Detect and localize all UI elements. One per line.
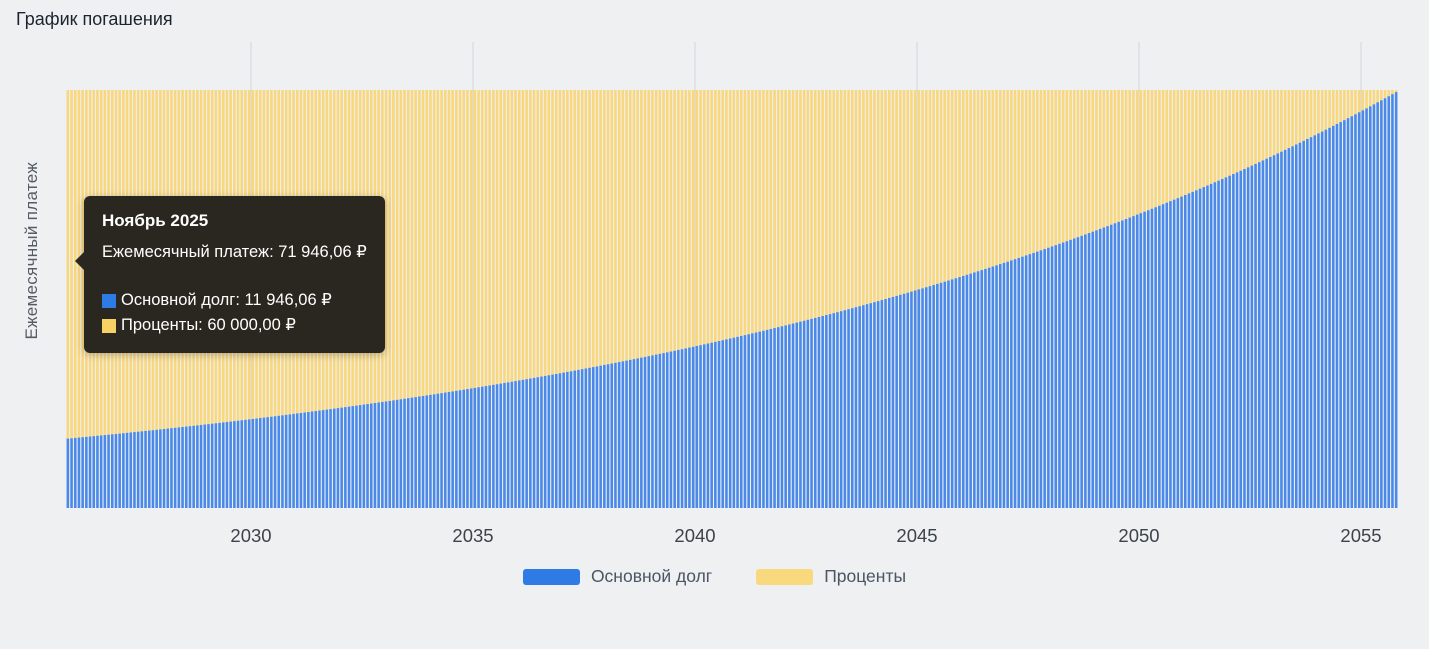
interest-color-swatch	[102, 319, 116, 334]
y-axis-label: Ежемесячный платеж	[22, 162, 41, 340]
svg-text:2030: 2030	[230, 525, 271, 546]
tooltip-arrow-icon	[75, 252, 84, 270]
svg-text:2045: 2045	[896, 525, 937, 546]
tooltip-row-principal: Основной долг: 11 946,06 ₽	[102, 289, 367, 313]
svg-text:2055: 2055	[1340, 525, 1381, 546]
principal-legend-swatch	[522, 568, 580, 585]
tooltip-title: Ноябрь 2025	[102, 211, 209, 230]
chart-tooltip: Ноябрь 2025 Ежемесячный платеж: 71 946,0…	[75, 196, 385, 354]
tooltip-total-payment: Ежемесячный платеж: 71 946,06 ₽	[102, 242, 367, 261]
chart-legend: Основной долг Проценты	[0, 566, 1429, 587]
legend-item-principal[interactable]: Основной долг	[522, 566, 713, 587]
principal-color-swatch	[102, 293, 116, 308]
legend-item-interest[interactable]: Проценты	[756, 566, 906, 587]
svg-text:2040: 2040	[674, 525, 715, 546]
interest-legend-swatch	[756, 568, 814, 585]
svg-text:2050: 2050	[1118, 525, 1159, 546]
tooltip-principal-value: Основной долг: 11 946,06 ₽	[121, 290, 332, 309]
tooltip-row-interest: Проценты: 60 000,00 ₽	[102, 314, 367, 338]
principal-legend-label: Основной долг	[590, 566, 713, 586]
page-title: График погашения	[16, 9, 173, 29]
tooltip-interest-value: Проценты: 60 000,00 ₽	[121, 316, 296, 335]
interest-legend-label: Проценты	[824, 566, 907, 586]
svg-text:2035: 2035	[452, 525, 493, 546]
